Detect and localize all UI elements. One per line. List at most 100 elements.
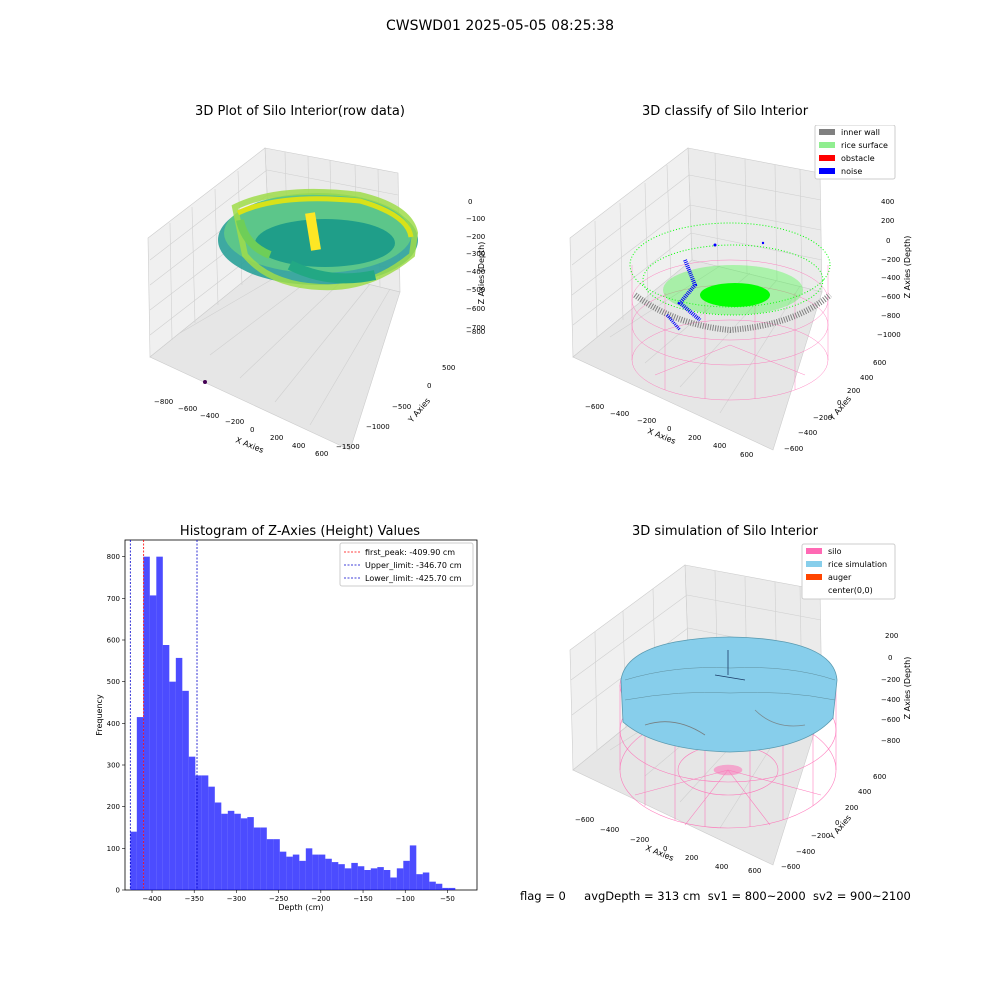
histogram-bar [273, 839, 280, 890]
histogram-bar [240, 818, 248, 890]
sv1-text: sv1 = 800~2000 [707, 889, 806, 903]
histogram-bar [318, 854, 326, 890]
simulation-xtick-0: −600 [575, 816, 594, 824]
figure-title: CWSWD01 2025-05-05 08:25:38 [385, 18, 615, 34]
simulation-xlabel: X Axies [644, 844, 675, 863]
raw-ytick-4: −1500 [336, 443, 360, 451]
histogram-bar [149, 595, 157, 890]
histogram-bar [182, 690, 189, 890]
simulation-xtick-5: 400 [715, 863, 728, 871]
simulation-legend: silo rice simulation auger center(0,0) [801, 543, 896, 600]
classify-xtick-4: 200 [688, 434, 701, 442]
simulation-ztick-0: 200 [885, 632, 898, 640]
classify-legend-0: inner wall [841, 128, 880, 137]
classify-xtick-1: −400 [610, 410, 629, 418]
histogram-bar [377, 867, 384, 890]
histogram-bar [370, 868, 378, 890]
histogram-bar [143, 556, 150, 890]
histogram-bar [201, 775, 209, 890]
histogram-xtick-label: −250 [269, 895, 288, 903]
raw-xtick-6: 400 [292, 442, 305, 450]
raw-ztick-2: −200 [466, 233, 485, 241]
classify-ytick-4: −200 [813, 414, 832, 422]
simulation-ytick-6: −600 [781, 863, 800, 871]
raw-3d-plot: 0 −100 −200 −300 −400 −500 −600 −700 −80… [147, 147, 486, 458]
histogram-bar [247, 817, 254, 890]
histogram-bar [357, 866, 365, 890]
simulation-3d-plot: silo rice simulation auger center(0,0) 2… [569, 543, 912, 875]
simulation-ytick-3: 0 [835, 819, 839, 827]
histogram-bar [227, 810, 235, 890]
classify-legend-2: obstacle [841, 154, 875, 163]
histogram-xtick-label: −300 [227, 895, 246, 903]
status-line: flag = 0 avgDepth = 313 cm sv1 = 800~200… [520, 889, 911, 903]
classify-legend-3: noise [841, 167, 862, 176]
raw-ztick-5: −500 [466, 286, 485, 294]
simulation-xtick-6: 600 [748, 867, 761, 875]
histogram-ylabel: Frequency [95, 694, 104, 736]
classify-legend-1: rice surface [841, 141, 888, 150]
histogram-bar [312, 854, 319, 890]
raw-xtick-7: 600 [315, 450, 328, 458]
raw-ytick-0: 500 [442, 364, 455, 372]
raw-point-cloud [203, 188, 419, 384]
raw-zlabel: Z Axies (Depth) [477, 242, 486, 305]
raw-ytick-3: −1000 [366, 423, 390, 431]
histogram-bar [169, 681, 176, 890]
classify-xtick-6: 600 [740, 451, 753, 459]
classify-3d-plot: inner wall rice surface obstacle noise 4… [569, 125, 912, 459]
histogram-bar [253, 827, 261, 890]
classify-xtick-3: 0 [667, 425, 671, 433]
classify-ytick-2: 200 [847, 387, 860, 395]
histogram-ytick-label: 400 [107, 720, 120, 728]
simulation-ztick-4: −600 [881, 716, 900, 724]
raw-xtick-2: −400 [200, 412, 219, 420]
simulation-ztick-1: 0 [888, 654, 892, 662]
histogram-bar [208, 786, 215, 890]
histogram-bar [396, 868, 404, 890]
histogram-bar [286, 856, 293, 890]
raw-ytick-1: 0 [427, 382, 431, 390]
simulation-ztick-5: −800 [881, 737, 900, 745]
classify-ztick-5: −600 [881, 293, 900, 301]
raw-xtick-1: −600 [178, 405, 197, 413]
histogram-xtick-label: −200 [311, 895, 330, 903]
simulation-zlabel: Z Axies (Depth) [903, 657, 912, 720]
classify-xlabel: X Axies [646, 427, 677, 446]
histogram-bar [442, 887, 449, 890]
histogram-bar [305, 848, 313, 890]
raw-xtick-5: 200 [270, 434, 283, 442]
histogram-title: Histogram of Z-Axies (Height) Values [179, 524, 421, 539]
classify-plot-title: 3D classify of Silo Interior [641, 104, 809, 119]
raw-ztick-4: −400 [466, 268, 485, 276]
raw-ztick-8: −800 [466, 328, 485, 336]
classify-ytick-5: −400 [798, 429, 817, 437]
classify-zlabel: Z Axies (Depth) [903, 236, 912, 299]
simulation-ztick-3: −400 [881, 696, 900, 704]
simulation-ytick-1: 400 [858, 788, 871, 796]
raw-ztick-1: −100 [466, 215, 485, 223]
histogram-ytick-label: 100 [107, 845, 120, 853]
histogram-bar [325, 858, 332, 890]
raw-xlabel: X Axies [234, 436, 265, 455]
histogram-legend-1: Upper_limit: -346.70 cm [365, 561, 462, 570]
classify-ztick-0: 400 [881, 198, 894, 206]
histogram-xtick-label: −150 [353, 895, 372, 903]
raw-plot-title: 3D Plot of Silo Interior(row data) [195, 104, 405, 119]
histogram-bar [136, 717, 144, 890]
histogram-bar [338, 864, 345, 890]
classify-legend: inner wall rice surface obstacle noise [814, 125, 896, 180]
histogram-bar [214, 802, 222, 890]
classify-ytick-0: 600 [873, 359, 886, 367]
classify-ztick-6: −800 [881, 312, 900, 320]
simulation-ylabel: Y Axies [827, 813, 853, 842]
histogram-legend-2: Lower_limit: -425.70 cm [365, 574, 462, 583]
histogram-legend-0: first_peak: -409.90 cm [365, 548, 455, 557]
classify-ztick-3: −200 [881, 256, 900, 264]
histogram-ytick-label: 0 [116, 887, 120, 895]
rice-simulation-surface [620, 636, 838, 753]
histogram-bar [234, 813, 241, 890]
histogram-bar [448, 887, 456, 890]
histogram-bar [188, 756, 196, 890]
classify-xtick-0: −600 [585, 403, 604, 411]
